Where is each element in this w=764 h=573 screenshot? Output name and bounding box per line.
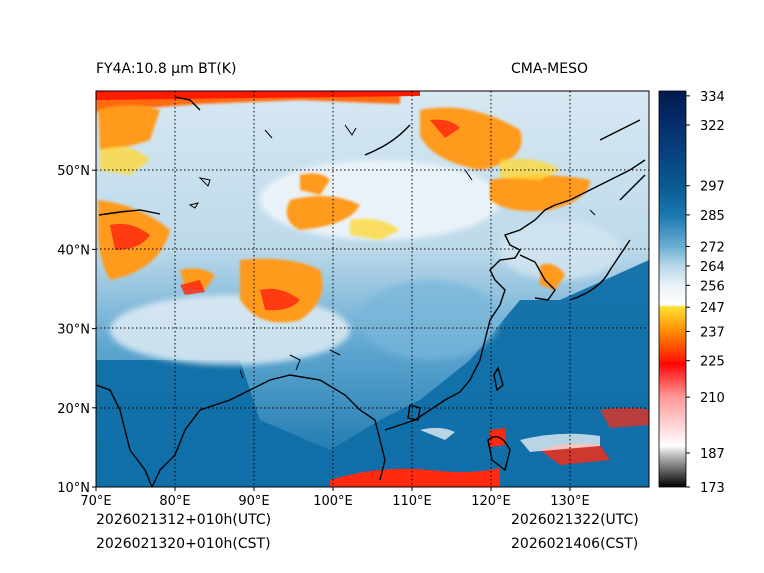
lon-tick-label: 80°E [159,494,190,509]
valid-time-cst-left: 2026021320+010h(CST) [96,536,271,552]
colorbar-tick-label: 210 [700,391,725,406]
latitude-axis: 10°N 20°N 30°N 40°N 50°N [57,164,96,496]
graticule [96,91,649,487]
colorbar-tick-label: 187 [700,447,725,462]
colorbar-tick-label: 322 [700,119,725,134]
lon-tick-label: 110°E [392,494,432,509]
colorbar-tick-label: 173 [700,481,725,496]
colorbar-tick-label: 285 [700,209,725,224]
colorbar-tick-label: 225 [700,355,725,370]
model-title: CMA-MESO [511,61,589,77]
coastlines [96,96,646,487]
colorbar-tick-label: 272 [700,240,725,255]
colorbar-tick-label: 237 [700,326,725,341]
lat-tick-label: 10°N [57,481,90,496]
lon-tick-label: 100°E [313,494,353,509]
lat-tick-label: 20°N [57,402,90,417]
colorbar-tick-label: 264 [700,260,725,275]
lon-tick-label: 70°E [80,494,111,509]
lat-tick-label: 40°N [57,243,90,258]
lon-tick-label: 120°E [471,494,511,509]
colorbar-tick-label: 256 [700,279,725,294]
lat-tick-label: 50°N [57,164,90,179]
init-time-utc-right: 2026021322(UTC) [511,512,639,528]
longitude-axis: 70°E 80°E 90°E 100°E 110°E 120°E 130°E [80,487,590,509]
colorbar [658,90,687,488]
colorbar-ticks: 173 187 210 225 237 247 256 264 272 285 297 322 334 [686,90,725,496]
lon-tick-label: 90°E [238,494,269,509]
brightness-temperature-field [96,91,649,487]
map-frame [95,90,650,488]
init-time-cst-right: 2026021406(CST) [511,536,639,552]
valid-time-utc-left: 2026021312+010h(UTC) [96,512,272,528]
colorbar-tick-label: 297 [700,180,725,195]
map-title: FY4A:10.8 µm BT(K) [96,61,237,77]
colorbar-tick-label: 334 [700,90,725,105]
lon-tick-label: 130°E [550,494,590,509]
colorbar-tick-label: 247 [700,301,725,316]
lat-tick-label: 30°N [57,323,90,338]
